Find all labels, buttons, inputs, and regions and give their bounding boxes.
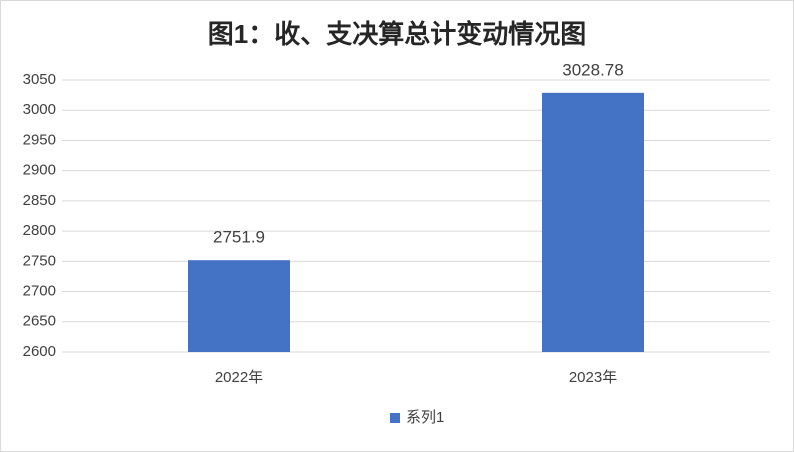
chart-title: 图1：收、支决算总计变动情况图 bbox=[208, 19, 586, 49]
y-tick-label: 3050 bbox=[23, 71, 56, 88]
y-tick-label: 2600 bbox=[23, 343, 56, 360]
y-tick-label: 2700 bbox=[23, 283, 56, 300]
y-tick-label: 2850 bbox=[23, 192, 56, 209]
y-tick-label: 2900 bbox=[23, 162, 56, 179]
data-label: 2751.9 bbox=[213, 228, 265, 247]
x-tick-label: 2022年 bbox=[215, 369, 263, 386]
data-label: 3028.78 bbox=[562, 60, 623, 79]
bar bbox=[188, 260, 290, 352]
y-tick-label: 2800 bbox=[23, 222, 56, 239]
y-tick-label: 3000 bbox=[23, 101, 56, 118]
y-tick-label: 2950 bbox=[23, 131, 56, 148]
bar bbox=[542, 92, 644, 353]
legend-swatch bbox=[390, 413, 400, 423]
legend-label: 系列1 bbox=[406, 409, 444, 426]
y-tick-label: 2650 bbox=[23, 313, 56, 330]
y-tick-label: 2750 bbox=[23, 252, 56, 269]
x-tick-label: 2023年 bbox=[569, 369, 617, 386]
